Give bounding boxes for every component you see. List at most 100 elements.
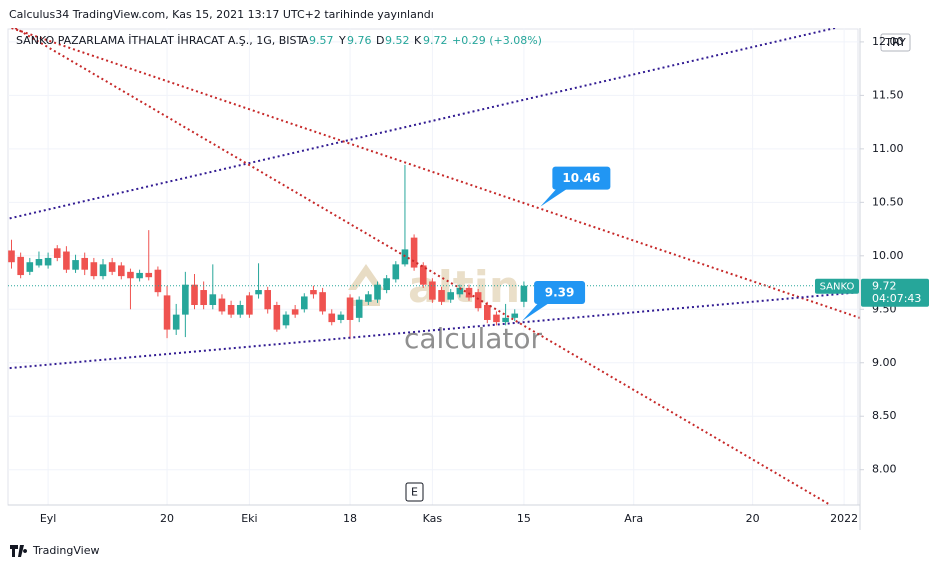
y-tick-label: 9.00 — [872, 356, 897, 369]
candle-body — [301, 296, 308, 310]
candle-body — [108, 262, 116, 272]
callout-label: 9.39 — [545, 286, 575, 300]
candle-body — [227, 305, 235, 315]
x-tick-label: 15 — [517, 512, 531, 525]
candle-body — [429, 281, 436, 300]
x-tick-label: 20 — [746, 512, 760, 525]
candle-body — [17, 256, 24, 276]
ohlc-label: D — [376, 34, 384, 47]
candle-body — [172, 314, 180, 330]
ohlc-value: 9.76 — [347, 34, 372, 47]
ohlc-label: K — [414, 34, 422, 47]
x-tick-label: 2022 — [830, 512, 858, 525]
currency[interactable]: TRY — [884, 36, 906, 49]
ohlc-value: 9.72 — [423, 34, 448, 47]
candle-body — [191, 284, 198, 306]
y-tick-label: 12.00 — [872, 35, 904, 48]
x-tick-label: Kas — [423, 512, 443, 525]
y-tick-label: 11.50 — [872, 88, 904, 101]
candle-body — [502, 317, 509, 323]
footer-logo — [10, 545, 28, 557]
y-tick-label: 10.50 — [872, 195, 904, 208]
candle-body — [438, 290, 445, 302]
candle-body — [145, 272, 153, 278]
callout-pointer — [522, 301, 553, 322]
candle-body — [374, 284, 381, 300]
candle-body — [365, 294, 372, 302]
price-box — [861, 278, 929, 307]
candle-body — [383, 278, 390, 291]
candle-body — [90, 262, 98, 277]
candle-body — [218, 298, 226, 312]
candle-body — [8, 250, 15, 263]
candle-body — [355, 299, 363, 318]
candle-body — [63, 251, 70, 270]
candle-body — [511, 313, 519, 318]
candle-body — [246, 295, 253, 315]
candle-body — [44, 257, 52, 266]
trend-line — [9, 291, 860, 370]
change: +0.29 (+3.08%) — [452, 34, 542, 47]
trend-line — [11, 28, 860, 319]
candle-body — [447, 292, 454, 300]
y-tick-label: 11.00 — [872, 142, 904, 155]
symbol-box — [815, 278, 859, 294]
event-marker[interactable]: E — [411, 486, 418, 499]
published-note: Calculus34 TradingView.com, Kas 15, 2021… — [9, 8, 434, 21]
candle-body — [310, 290, 317, 295]
candle-body — [456, 287, 464, 295]
x-tick-label: 20 — [160, 512, 174, 525]
candle-body — [346, 297, 354, 320]
y-tick-label: 8.00 — [872, 463, 897, 476]
candle-body — [200, 290, 207, 306]
candle-body — [319, 292, 326, 312]
ohlc-label: A — [301, 34, 309, 47]
x-tick-label: 18 — [343, 512, 357, 525]
candle-body — [337, 314, 345, 320]
candle-body — [72, 260, 79, 270]
candle-body — [127, 271, 134, 279]
candle-body — [35, 259, 43, 266]
event-box[interactable] — [405, 482, 424, 502]
y-tick-label: 10.00 — [872, 249, 904, 262]
candle-body — [273, 305, 281, 330]
callout — [534, 281, 586, 305]
candle-body — [401, 249, 409, 265]
footer-brand: TradingView — [32, 544, 99, 557]
symbol-title: SANKO PAZARLAMA İTHALAT İHRACAT A.Ş., 1G… — [16, 34, 304, 47]
trend-line — [9, 28, 836, 220]
ohlc-label: Y — [338, 34, 346, 47]
candle-body — [154, 269, 162, 293]
x-tick-label: Eyl — [40, 512, 57, 525]
candle-body — [410, 237, 418, 268]
callout-label: 10.46 — [562, 171, 600, 185]
candle-body — [520, 285, 528, 302]
watermark: altin — [408, 262, 520, 313]
countdown: 04:07:43 — [872, 292, 921, 305]
price-label: 9.72 — [872, 279, 897, 292]
candle-body — [99, 264, 107, 277]
candle-body — [282, 314, 290, 326]
candle-body — [136, 272, 143, 279]
y-tick-label: 8.50 — [872, 409, 897, 422]
candle-body — [474, 292, 482, 309]
candle-body — [255, 290, 262, 295]
candle-body — [26, 262, 34, 272]
candle-body — [53, 248, 61, 258]
candle-body — [264, 290, 271, 310]
callout — [552, 166, 611, 190]
candle-body — [392, 264, 400, 280]
x-tick-label: Eki — [241, 512, 257, 525]
x-tick-label: Ara — [624, 512, 643, 525]
candle-body — [419, 265, 427, 285]
ohlc-value: 9.52 — [385, 34, 410, 47]
ohlc-value: 9.57 — [309, 34, 334, 47]
candle-body — [291, 309, 299, 315]
candle-body — [236, 305, 244, 315]
symbol-label: SANKO — [820, 281, 855, 292]
candle-body — [493, 314, 500, 323]
candle-body — [209, 294, 217, 306]
currency-box[interactable] — [880, 33, 911, 52]
candle-body — [182, 284, 189, 315]
